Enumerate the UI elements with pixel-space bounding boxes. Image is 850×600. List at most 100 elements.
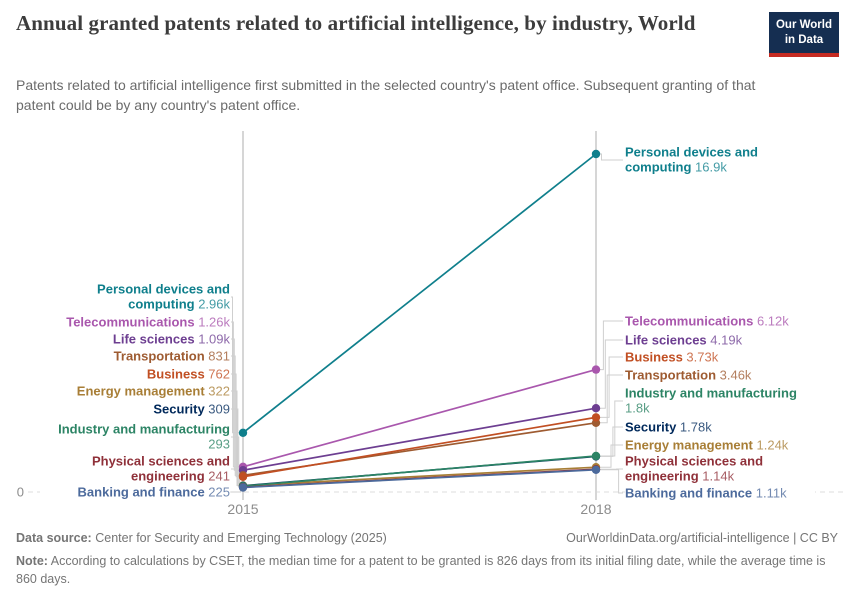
series-value: 1.26k — [198, 314, 230, 330]
series-label-right-personal-devices-and-computing[interactable]: Personal devices and computing 16.9k — [625, 144, 815, 176]
series-name: Energy management — [76, 383, 209, 399]
data-source-label: Data source: — [16, 531, 92, 545]
series-label-left-transportation[interactable]: Transportation 831 — [40, 348, 230, 364]
series-label-right-industry-and-manufacturing[interactable]: Industry and manufacturing 1.8k — [625, 385, 815, 417]
series-value: 762 — [208, 366, 230, 382]
logo-line2: in Data — [784, 33, 824, 46]
series-name: Physical sciences and engineering — [625, 453, 764, 484]
logo-line1: Our World — [775, 19, 832, 31]
series-label-left-life-sciences[interactable]: Life sciences 1.09k — [40, 331, 230, 347]
data-point-2018-life-sciences[interactable] — [591, 404, 601, 413]
series-name: Industry and manufacturing — [625, 385, 797, 401]
series-name: Life sciences — [625, 332, 711, 348]
series-value: 3.46k — [719, 367, 752, 383]
label-connector-right-life-sciences — [599, 339, 623, 409]
series-name: Telecommunications — [625, 313, 757, 329]
label-connector-right-personal-devices-and-computing — [599, 153, 623, 161]
series-label-right-telecommunications[interactable]: Telecommunications 6.12k — [625, 313, 815, 329]
x-axis-tick-2015: 2015 — [227, 501, 259, 517]
series-value: 241 — [208, 469, 230, 484]
series-value: 225 — [208, 484, 230, 500]
series-label-left-physical-sciences-and-engineering[interactable]: Physical sciences and engineering 241 — [40, 453, 230, 485]
series-name: Banking and finance — [77, 484, 209, 500]
series-label-right-banking-and-finance[interactable]: Banking and finance 1.11k — [625, 485, 815, 501]
chart-note: Note: According to calculations by CSET,… — [16, 552, 836, 588]
label-connector-right-business — [599, 356, 623, 418]
chart-footer: Data source: Center for Security and Eme… — [16, 531, 838, 588]
series-value: 3.73k — [686, 349, 719, 365]
series-label-left-energy-management[interactable]: Energy management 322 — [40, 383, 230, 399]
data-point-2015-personal-devices-and-computing[interactable] — [238, 428, 248, 437]
series-label-right-transportation[interactable]: Transportation 3.46k — [625, 367, 815, 383]
note-label: Note: — [16, 554, 48, 568]
series-value: 1.8k — [625, 401, 650, 416]
y-axis-zero-label: 0 — [8, 484, 24, 500]
series-name: Personal devices and computing — [97, 281, 230, 312]
series-name: Personal devices and computing — [625, 144, 758, 175]
series-name: Business — [625, 349, 687, 365]
series-name: Energy management — [625, 437, 757, 453]
owid-logo[interactable]: Our World in Data — [769, 12, 839, 57]
citation-link[interactable]: OurWorldinData.org/artificial-intelligen… — [566, 531, 838, 545]
series-name: Industry and manufacturing — [58, 421, 230, 437]
series-label-right-energy-management[interactable]: Energy management 1.24k — [625, 437, 815, 453]
label-connector-right-industry-and-manufacturing — [599, 400, 623, 457]
data-point-2018-banking-and-finance[interactable] — [591, 465, 601, 474]
series-label-left-banking-and-finance[interactable]: Banking and finance 225 — [40, 484, 230, 500]
series-name: Security — [153, 401, 209, 417]
series-value: 1.78k — [679, 419, 712, 435]
series-line-business[interactable] — [242, 416, 597, 478]
chart-subtitle: Patents related to artificial intelligen… — [16, 77, 756, 113]
series-label-left-personal-devices-and-computing[interactable]: Personal devices and computing 2.96k — [40, 281, 230, 313]
label-connector-right-banking-and-finance — [599, 469, 623, 494]
series-name: Transportation — [113, 348, 209, 364]
series-value: 309 — [208, 401, 230, 417]
series-label-left-telecommunications[interactable]: Telecommunications 1.26k — [40, 314, 230, 330]
series-line-industry-and-manufacturing[interactable] — [242, 455, 597, 487]
series-value: 1.24k — [756, 437, 789, 453]
data-source-value: Center for Security and Emerging Technol… — [95, 531, 387, 545]
series-line-personal-devices-and-computing[interactable] — [242, 153, 597, 434]
series-label-left-business[interactable]: Business 762 — [40, 366, 230, 382]
series-name: Security — [625, 419, 680, 435]
series-name: Telecommunications — [66, 314, 199, 330]
data-point-2015-business[interactable] — [238, 472, 248, 481]
chart-title: Annual granted patents related to artifi… — [16, 11, 696, 35]
data-point-2015-banking-and-finance[interactable] — [238, 483, 248, 492]
series-line-life-sciences[interactable] — [242, 407, 597, 472]
series-line-energy-management[interactable] — [242, 466, 597, 487]
series-value: 1.09k — [198, 331, 230, 347]
data-point-2018-industry-and-manufacturing[interactable] — [591, 451, 601, 461]
series-line-banking-and-finance[interactable] — [242, 468, 597, 489]
series-label-right-life-sciences[interactable]: Life sciences 4.19k — [625, 332, 815, 348]
series-label-right-security[interactable]: Security 1.78k — [625, 419, 815, 435]
series-line-telecommunications[interactable] — [242, 368, 597, 468]
data-source: Data source: Center for Security and Eme… — [16, 531, 387, 545]
series-value: 1.14k — [702, 469, 735, 484]
label-connector-right-telecommunications — [599, 320, 623, 371]
x-axis-tick-2018: 2018 — [580, 501, 612, 517]
data-point-2018-business[interactable] — [591, 413, 601, 422]
series-label-right-physical-sciences-and-engineering[interactable]: Physical sciences and engineering 1.14k — [625, 453, 815, 485]
data-point-2018-personal-devices-and-computing[interactable] — [591, 149, 601, 159]
series-value: 6.12k — [756, 313, 789, 329]
series-label-left-industry-and-manufacturing[interactable]: Industry and manufacturing 293 — [40, 421, 230, 453]
series-name: Banking and finance — [625, 485, 756, 501]
series-value: 1.11k — [755, 485, 787, 501]
series-value: 4.19k — [710, 332, 743, 348]
label-connector-right-transportation — [599, 374, 623, 424]
series-label-right-business[interactable]: Business 3.73k — [625, 349, 815, 365]
note-value: According to calculations by CSET, the m… — [16, 554, 826, 587]
series-value: 322 — [208, 383, 230, 399]
data-point-2018-telecommunications[interactable] — [591, 365, 601, 374]
series-name: Transportation — [625, 367, 720, 383]
series-value: 16.9k — [695, 160, 727, 175]
series-value: 2.96k — [198, 297, 230, 312]
series-name: Business — [146, 366, 209, 382]
series-value: 293 — [208, 437, 230, 452]
series-name: Physical sciences and engineering — [91, 453, 230, 484]
series-label-left-security[interactable]: Security 309 — [40, 401, 230, 417]
series-value: 831 — [208, 348, 230, 364]
